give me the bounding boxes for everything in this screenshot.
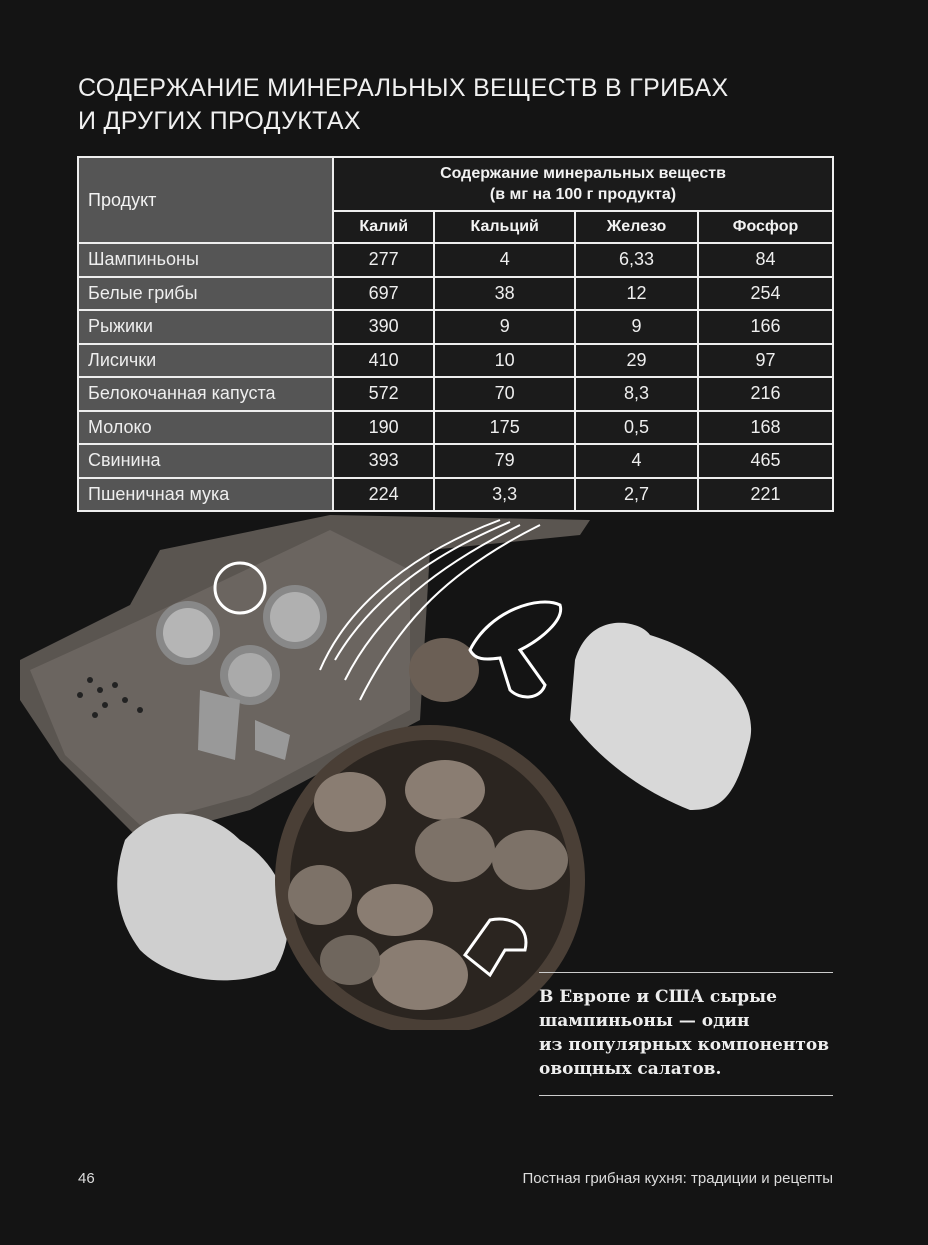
cabbage-leaf-image [117,622,752,981]
value-cell: 8,3 [574,376,700,412]
table-row: Лисички 410 10 29 97 [77,342,834,378]
page-title: СОДЕРЖАНИЕ МИНЕРАЛЬНЫХ ВЕЩЕСТВ В ГРИБАХ … [78,72,728,138]
product-header: Продукт [77,156,334,244]
value-cell: 168 [697,409,834,445]
table-row: Рыжики 390 9 9 166 [77,309,834,345]
minerals-table: Продукт Содержание минеральных веществ (… [77,156,834,512]
column-header: Кальций [433,210,577,244]
scallion-sketch [319,519,541,701]
title-line-2: И ДРУГИХ ПРОДУКТАХ [78,107,361,135]
table-row: Белые грибы 697 38 12 254 [77,275,834,311]
note-line: из популярных компонентов [539,1035,830,1055]
column-header: Фосфор [697,210,834,244]
group-header: Содержание минеральных веществ (в мг на … [332,156,834,212]
value-cell: 465 [697,443,834,479]
cucumber-slices-image [156,561,327,760]
table-row: Шампиньоны 277 4 6,33 84 [77,242,834,278]
value-cell: 393 [331,443,436,479]
value-cell: 9 [433,309,577,345]
note-line: овощных салатов. [539,1059,722,1079]
table-row: Свинина 393 79 4 465 [77,443,834,479]
value-cell: 572 [331,376,436,412]
note-line: В Европе и США сырые [539,987,777,1007]
table-row: Молоко 190 175 0,5 168 [77,409,834,445]
value-cell: 166 [697,309,834,345]
note-line: шампиньоны — один [539,1011,750,1031]
value-cell: 3,3 [433,476,577,512]
product-cell: Рыжики [77,309,334,345]
mushroom-bowl-image [275,725,585,1030]
value-cell: 84 [697,242,834,278]
group-header-line-1: Содержание минеральных веществ [440,165,726,182]
value-cell: 410 [331,342,436,378]
running-head: Постная грибная кухня: традиции и рецепт… [522,1170,833,1187]
value-cell: 221 [697,476,834,512]
table-row: Белокочанная капуста 572 70 8,3 216 [77,376,834,412]
value-cell: 2,7 [574,476,700,512]
value-cell: 4 [574,443,700,479]
value-cell: 12 [574,275,700,311]
value-cell: 216 [697,376,834,412]
product-cell: Молоко [77,409,334,445]
mushroom-sketch [409,600,563,702]
value-cell: 190 [331,409,436,445]
value-cell: 224 [331,476,436,512]
product-cell: Пшеничная мука [77,476,334,512]
product-cell: Белые грибы [77,275,334,311]
title-line-1: СОДЕРЖАНИЕ МИНЕРАЛЬНЫХ ВЕЩЕСТВ В ГРИБАХ [78,74,729,102]
product-cell: Свинина [77,443,334,479]
value-cell: 6,33 [574,242,700,278]
value-cell: 9 [574,309,700,345]
product-cell: Шампиньоны [77,242,334,278]
value-cell: 254 [697,275,834,311]
product-cell: Белокочанная капуста [77,376,334,412]
seeds-image [77,677,143,718]
value-cell: 0,5 [574,409,700,445]
value-cell: 175 [433,409,577,445]
value-cell: 10 [433,342,577,378]
value-cell: 390 [331,309,436,345]
value-cell: 38 [433,275,577,311]
group-header-line-2: (в мг на 100 г продукта) [489,186,677,203]
value-cell: 79 [433,443,577,479]
product-cell: Лисички [77,342,334,378]
value-cell: 97 [697,342,834,378]
food-illustration [20,515,752,1030]
sidebar-note: В Европе и США сырые шампиньоны — один и… [539,972,833,1096]
value-cell: 697 [331,275,436,311]
page-number: 46 [78,1170,95,1187]
value-cell: 70 [433,376,577,412]
table-row: Пшеничная мука 224 3,3 2,7 221 [77,476,834,512]
column-header: Железо [574,210,700,244]
value-cell: 277 [331,242,436,278]
value-cell: 4 [433,242,577,278]
column-header: Калий [331,210,436,244]
value-cell: 29 [574,342,700,378]
